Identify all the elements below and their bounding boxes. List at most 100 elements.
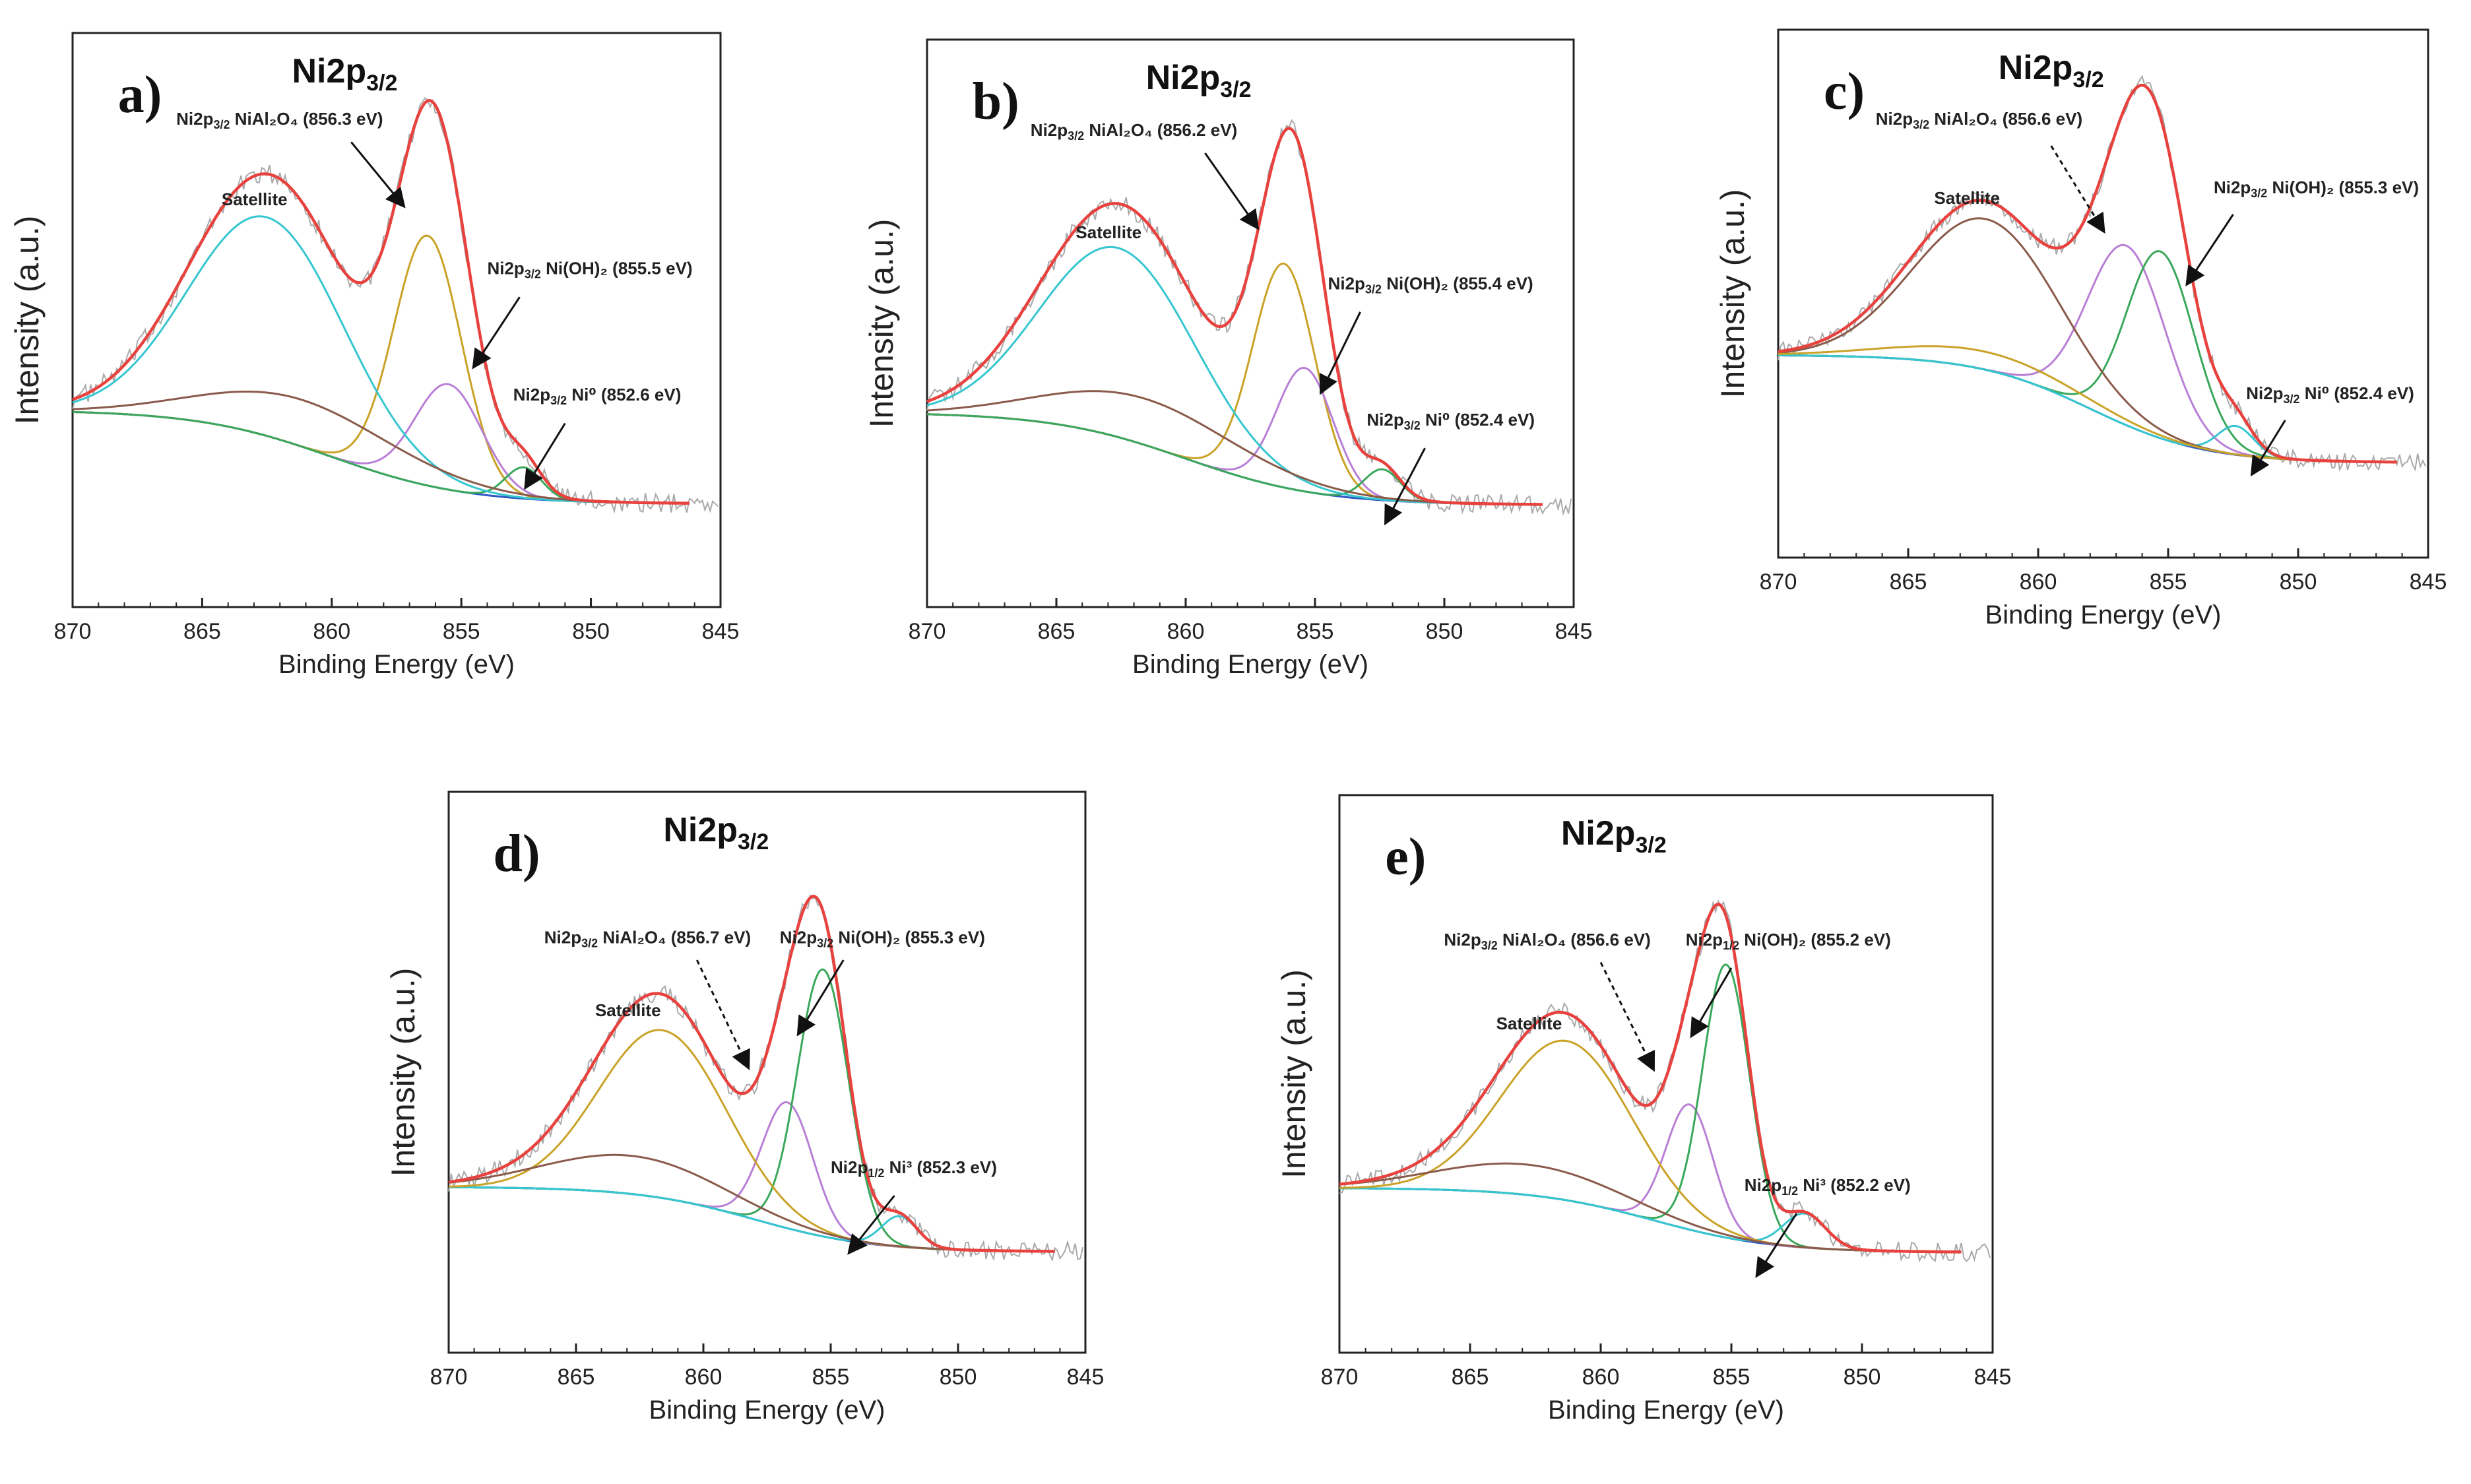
x-tick-label: 845: [1067, 1365, 1105, 1390]
raw-data-trace: [1778, 75, 2427, 472]
panel-title: Ni2p3/2: [1999, 49, 2104, 92]
peak-annotation: Ni2p3/2 Ni⁰ (852.4 eV): [1366, 410, 1535, 432]
peak-component-1: [927, 366, 1543, 505]
panel-title-sub: 3/2: [738, 829, 769, 855]
peak-annotation: Ni2p3/2 NiAl₂O₄ (856.7 eV): [544, 928, 751, 950]
panel-title: Ni2p3/2: [1561, 814, 1667, 858]
annotation-arrow: [847, 1195, 895, 1255]
annotation-text: Satellite: [1075, 222, 1141, 242]
peak-annotation: Ni2p3/2 NiAl₂O₄ (856.6 eV): [1876, 109, 2082, 131]
x-axis-label: Binding Energy (eV): [649, 1396, 885, 1425]
x-tick-label: 855: [1297, 619, 1334, 644]
peak-annotation: Ni2p3/2 NiAl₂O₄ (856.3 eV): [176, 109, 383, 131]
annotation-text: Ni2p: [1876, 109, 1913, 129]
x-tick-label: 850: [1426, 619, 1463, 644]
satellite-label: Satellite: [222, 189, 288, 209]
annotation-rest: NiAl₂O₄ (856.3 eV): [230, 109, 383, 129]
fit-envelope: [72, 99, 690, 505]
y-axis-label: Intensity (a.u.): [385, 968, 422, 1177]
annotation-arrow: [2250, 420, 2286, 477]
panel-title-main: Ni2p: [1999, 49, 2073, 87]
annotation-sub: 3/2: [1481, 939, 1498, 952]
x-tick-label: 860: [1582, 1365, 1620, 1390]
annotation-sub: 3/2: [1365, 282, 1382, 296]
panel-a: 870 865 860 855 850 845 Binding Energy (eV) Int…: [9, 32, 739, 679]
panel-title: Ni2p3/2: [292, 52, 397, 96]
peak-component-2: [1778, 354, 2397, 463]
annotation-rest: Ni⁰ (852.4 eV): [1421, 410, 1535, 430]
y-axis-label: Intensity (a.u.): [9, 216, 46, 425]
annotation-arrow: [1599, 961, 1655, 1072]
annotation-sub: 3/2: [525, 267, 541, 280]
x-tick-label: 870: [54, 619, 92, 644]
x-tick-label: 845: [1974, 1365, 2012, 1390]
x-tick-label: 865: [1890, 569, 1927, 595]
annotation-arrow: [1690, 967, 1733, 1039]
peak-component-4: [1778, 345, 2397, 463]
peak-annotation: Ni2p3/2 Ni⁰ (852.4 eV): [2246, 383, 2414, 406]
x-axis-label: Binding Energy (eV): [1985, 600, 2222, 629]
x-tick-label: 855: [443, 619, 480, 644]
x-tick-label: 855: [812, 1365, 850, 1390]
x-tick-label: 850: [2280, 569, 2317, 595]
annotation-rest: Ni⁰ (852.4 eV): [2300, 383, 2414, 403]
x-axis-label: Binding Energy (eV): [1548, 1396, 1784, 1425]
annotation-arrow: [1204, 152, 1260, 230]
annotation-text: Ni2p: [1686, 930, 1723, 950]
satellite-label: Satellite: [595, 1000, 661, 1020]
annotation-text: Ni2p: [176, 109, 213, 129]
panel-label: a): [118, 66, 162, 124]
background-line: [1778, 354, 2397, 463]
annotation-rest: Ni(OH)₂ (855.5 eV): [541, 258, 693, 278]
annotation-rest: Ni(OH)₂ (855.2 eV): [1739, 930, 1891, 950]
panel-e: 870 865 860 855 850 845 Binding Energy (eV) Int…: [1275, 794, 2012, 1425]
raw-data-trace: [926, 119, 1572, 516]
annotation-arrow: [472, 296, 521, 370]
x-tick-label: 855: [1713, 1365, 1750, 1390]
annotation-sub: 1/2: [1723, 939, 1739, 952]
annotation-text: Ni2p: [1444, 930, 1481, 950]
annotation-text: Satellite: [1934, 188, 2000, 208]
x-tick-label: 865: [558, 1365, 595, 1390]
x-tick-label: 850: [1844, 1365, 1881, 1390]
satellite-label: Satellite: [1934, 188, 2000, 208]
panel-title-main: Ni2p: [1561, 814, 1636, 853]
peak-annotation: Ni2p3/2 Ni⁰ (852.6 eV): [513, 385, 682, 407]
annotation-text: Ni2p: [1745, 1175, 1781, 1195]
panel-title-main: Ni2p: [292, 52, 366, 90]
peak-component-2: [449, 1186, 1055, 1252]
panel-b: 870 865 860 855 850 845 Binding Energy (eV) Int…: [863, 38, 1593, 679]
annotation-text: Ni2p: [831, 1157, 868, 1177]
x-tick-label: 870: [430, 1365, 468, 1390]
annotation-rest: Ni(OH)₂ (855.3 eV): [833, 928, 985, 948]
x-tick-label: 870: [909, 619, 946, 644]
annotation-sub: 3/2: [1068, 129, 1084, 143]
plot-frame: [926, 38, 1575, 608]
x-tick-label: 855: [2150, 569, 2187, 595]
x-axis-label: Binding Energy (eV): [278, 650, 515, 679]
peak-component-3: [1778, 217, 2397, 463]
annotation-rest: NiAl₂O₄ (856.7 eV): [598, 928, 751, 948]
peak-annotation: Ni2p1/2 Ni³ (852.3 eV): [831, 1157, 997, 1180]
panel-label: b): [973, 73, 1019, 131]
x-tick-label: 845: [1555, 619, 1593, 644]
panel-d: 870 865 860 855 850 845 Binding Energy (eV) Int…: [385, 790, 1105, 1425]
panel-title-sub: 3/2: [2072, 67, 2103, 92]
annotation-arrow: [524, 422, 566, 490]
panel-label: c): [1824, 63, 1865, 121]
annotation-sub: 3/2: [1913, 118, 1929, 131]
x-tick-label: 865: [1038, 619, 1075, 644]
annotation-text: Ni2p: [1031, 120, 1068, 140]
peak-component-2: [73, 410, 690, 505]
annotation-sub: 3/2: [550, 394, 567, 407]
panel-c: 870 865 860 855 850 845 Binding Energy (eV) Int…: [1714, 28, 2447, 629]
x-tick-label: 850: [572, 619, 610, 644]
peak-component-0: [1778, 243, 2397, 463]
x-tick-label: 860: [313, 619, 350, 644]
panel-label: d): [494, 825, 540, 883]
panel-title-sub: 3/2: [1220, 77, 1251, 102]
peak-component-1: [449, 968, 1055, 1252]
annotation-rest: Ni³ (852.2 eV): [1798, 1175, 1911, 1195]
annotation-text: Ni2p: [780, 928, 817, 948]
annotation-arrow: [796, 959, 845, 1037]
